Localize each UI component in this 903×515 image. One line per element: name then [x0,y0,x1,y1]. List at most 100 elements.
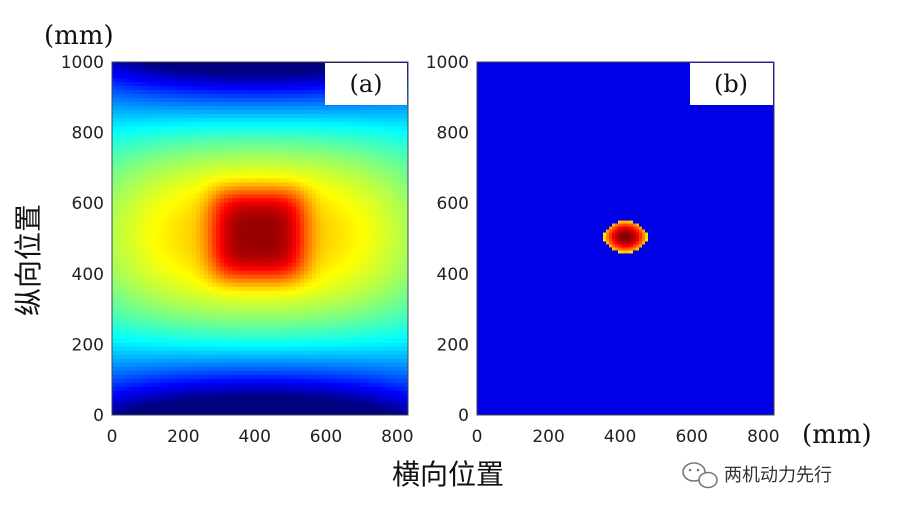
heatmap-cell [116,174,121,179]
heatmap-cell [252,66,257,71]
heatmap-cell [256,282,261,288]
heatmap-cell [260,198,265,203]
heatmap-cell [152,94,157,99]
heatmap-cell [240,290,245,296]
heatmap-cell [296,178,301,183]
heatmap-cell [344,290,349,296]
heatmap-cell [356,122,361,127]
heatmap-cell [172,198,177,203]
heatmap-cell [288,150,293,155]
heatmap-cell [256,170,261,175]
heatmap-cell [124,282,129,288]
heatmap-cell [360,134,365,139]
heatmap-cell [236,202,241,208]
heatmap-cell [160,226,165,232]
heatmap-cell [252,262,257,268]
heatmap-cell [276,210,281,216]
heatmap-cell [232,102,237,107]
heatmap-cell [332,298,337,304]
heatmap-cell [356,238,361,244]
heatmap-cell [352,230,357,236]
heatmap-cell [176,302,181,308]
heatmap-cell [296,154,301,159]
heatmap-cell [388,198,393,203]
heatmap-cell [380,154,385,159]
heatmap-cell [288,222,293,228]
heatmap-cell [332,214,337,220]
heatmap-cell [340,234,345,240]
heatmap-cell [124,238,129,244]
heatmap-cell [208,98,213,103]
heatmap-cell [256,234,261,240]
heatmap-cell [192,198,197,203]
heatmap-cell [352,294,357,300]
heatmap-cell [320,318,325,324]
heatmap-cell [196,74,201,79]
heatmap-cell [292,322,297,328]
heatmap-cell [308,246,313,252]
heatmap-cell [148,314,153,320]
heatmap-cell [288,74,293,79]
heatmap-cell [172,130,177,135]
heatmap-cell [208,322,213,328]
heatmap-cell [160,162,165,167]
heatmap-cell [240,278,245,284]
heatmap-cell [124,202,129,208]
heatmap-cell [344,150,349,155]
heatmap-cell [224,218,229,224]
heatmap-cell [308,158,313,163]
heatmap-cell [384,138,389,143]
heatmap-cell [224,254,229,260]
heatmap-cell [140,118,145,123]
heatmap-cell [244,90,249,95]
heatmap-cell [116,246,121,252]
heatmap-cell [140,218,145,224]
heatmap-cell [232,142,237,147]
heatmap-cell [220,246,225,252]
heatmap-cell [296,286,301,292]
heatmap-cell [320,314,325,320]
heatmap-cell [216,226,221,232]
heatmap-cell [296,222,301,228]
heatmap-cell [144,242,149,248]
heatmap-cell [364,282,369,288]
heatmap-cell [164,290,169,296]
heatmap-cell [180,154,185,159]
heatmap-cell [344,322,349,328]
heatmap-cell [300,70,305,75]
heatmap-cell [136,86,141,91]
heatmap-cell [384,326,389,332]
heatmap-cell [336,218,341,224]
heatmap-cell [304,322,309,328]
heatmap-cell [164,326,169,332]
heatmap-cell [340,266,345,272]
heatmap-cell [392,250,397,256]
heatmap-cell [256,74,261,79]
heatmap-cell [304,206,309,212]
heatmap-cell [312,74,317,79]
heatmap-cell [208,158,213,163]
heatmap-cell [288,130,293,135]
heatmap-cell [120,206,125,212]
heatmap-cell [284,290,289,296]
heatmap-cell [244,162,249,167]
heatmap-cell [400,278,405,284]
heatmap-cell [352,278,357,284]
heatmap-cell [300,118,305,123]
heatmap-cell [336,258,341,264]
heatmap-cell [276,74,281,79]
heatmap-cell [384,278,389,284]
heatmap-cell [172,134,177,139]
heatmap-cell [292,318,297,324]
heatmap-cell [124,330,129,336]
heatmap-cell [316,282,321,288]
heatmap-cell [388,138,393,143]
heatmap-cell [180,218,185,224]
heatmap-cell [124,222,129,228]
heatmap-cell [192,114,197,119]
heatmap-cell [388,166,393,171]
heatmap-cell [204,198,209,203]
heatmap-cell [164,146,169,151]
heatmap-cell [296,78,301,83]
heatmap-cell [268,202,273,208]
